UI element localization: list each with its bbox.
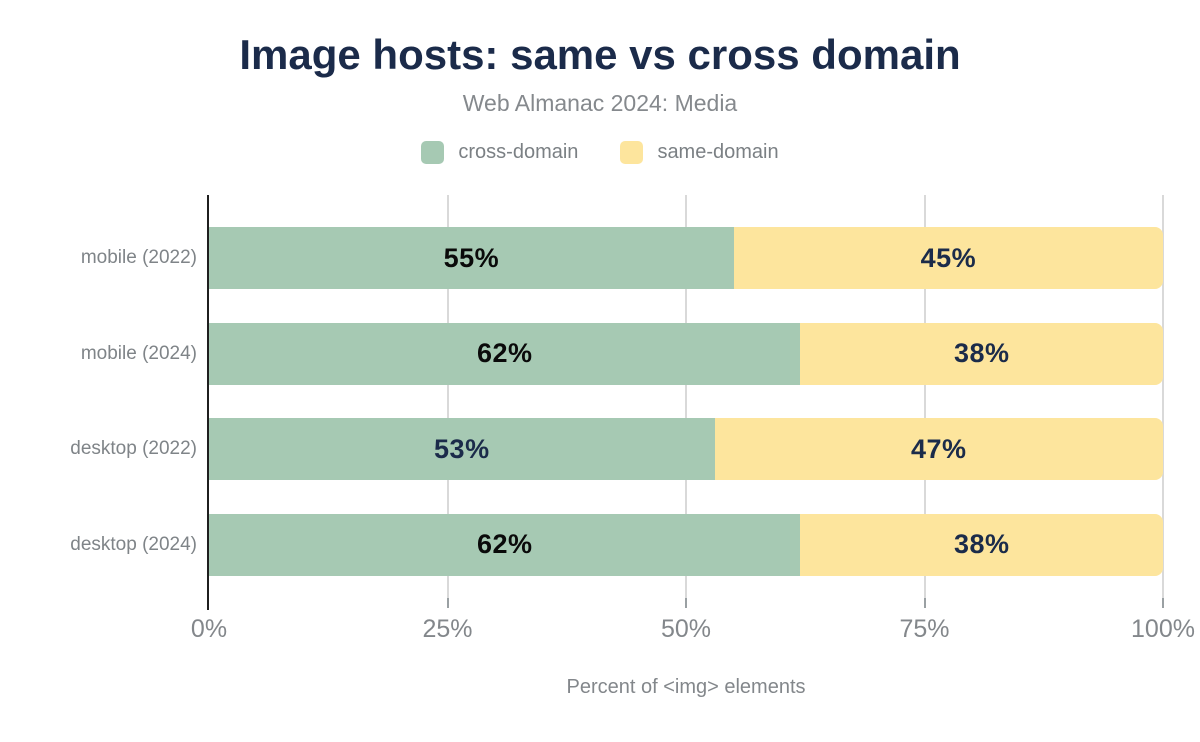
bar-segment-same-domain: 45% [733,227,1163,289]
bar-segment-cross-domain: 62% [209,322,801,385]
value-label: 47% [911,433,967,464]
bar-row-desktop (2022): desktop (2022) 53% 47% [70,418,1163,480]
legend-swatch-cross-domain [421,141,445,164]
category-label: mobile (2022) [80,247,197,268]
x-tick-label-50%: 50% [660,615,712,643]
value-label: 38% [953,338,1010,368]
x-tick-label-75%: 75% [899,615,950,643]
category-label: mobile (2024) [80,342,197,364]
x-tick-label-0%: 0% [190,615,228,643]
category-label: desktop (2022) [70,438,197,459]
bar-segment-cross-domain: 62% [209,513,801,576]
tick-mark-50% [685,598,687,608]
x-tick-label-25%: 25% [422,615,473,643]
gridline-75% [923,195,926,598]
tick-mark-100% [1162,598,1164,608]
chart-subtitle: Web Almanac 2024: Media [462,90,738,116]
bar-segment-cross-domain: 53% [209,418,715,480]
legend-label: same-domain [657,141,779,163]
x-axis-title: Percent of <img> elements [566,676,806,698]
value-label: 62% [476,338,533,368]
legend: cross-domain same-domain [0,141,1200,164]
value-label: 62% [476,529,533,559]
y-axis-line [207,195,209,610]
legend-item-cross-domain: cross-domain [421,141,578,164]
gridline-100% [1162,195,1164,598]
plot-area: 0% 25% 50% 75% 100% mobile (2022) 55% 45% mobile… [70,195,1195,643]
value-label: 55% [443,242,500,273]
bar-row-desktop (2024): desktop (2024) 62% 38% [70,513,1163,576]
tick-mark-75% [923,598,926,608]
legend-label: cross-domain [458,141,579,163]
bar-segment-same-domain: 38% [800,322,1163,385]
value-label: 38% [953,529,1010,559]
x-tick-label-100%: 100% [1131,615,1195,643]
bar-segment-same-domain: 38% [800,513,1163,576]
value-label: 45% [920,242,977,273]
legend-swatch-same-domain [620,141,644,164]
bar-segment-cross-domain: 55% [209,227,734,289]
chart-title: Image hosts: same vs cross domain [239,31,961,78]
category-label: desktop (2024) [70,533,197,555]
bar-row-mobile (2022): mobile (2022) 55% 45% [81,227,1163,289]
value-label: 53% [434,433,490,464]
legend-item-same-domain: same-domain [620,141,779,164]
gridline-50% [685,195,687,598]
bar-segment-same-domain: 47% [714,418,1163,480]
tick-mark-25% [446,598,449,608]
bar-row-mobile (2024): mobile (2024) 62% 38% [81,322,1163,385]
gridline-25% [446,195,449,598]
